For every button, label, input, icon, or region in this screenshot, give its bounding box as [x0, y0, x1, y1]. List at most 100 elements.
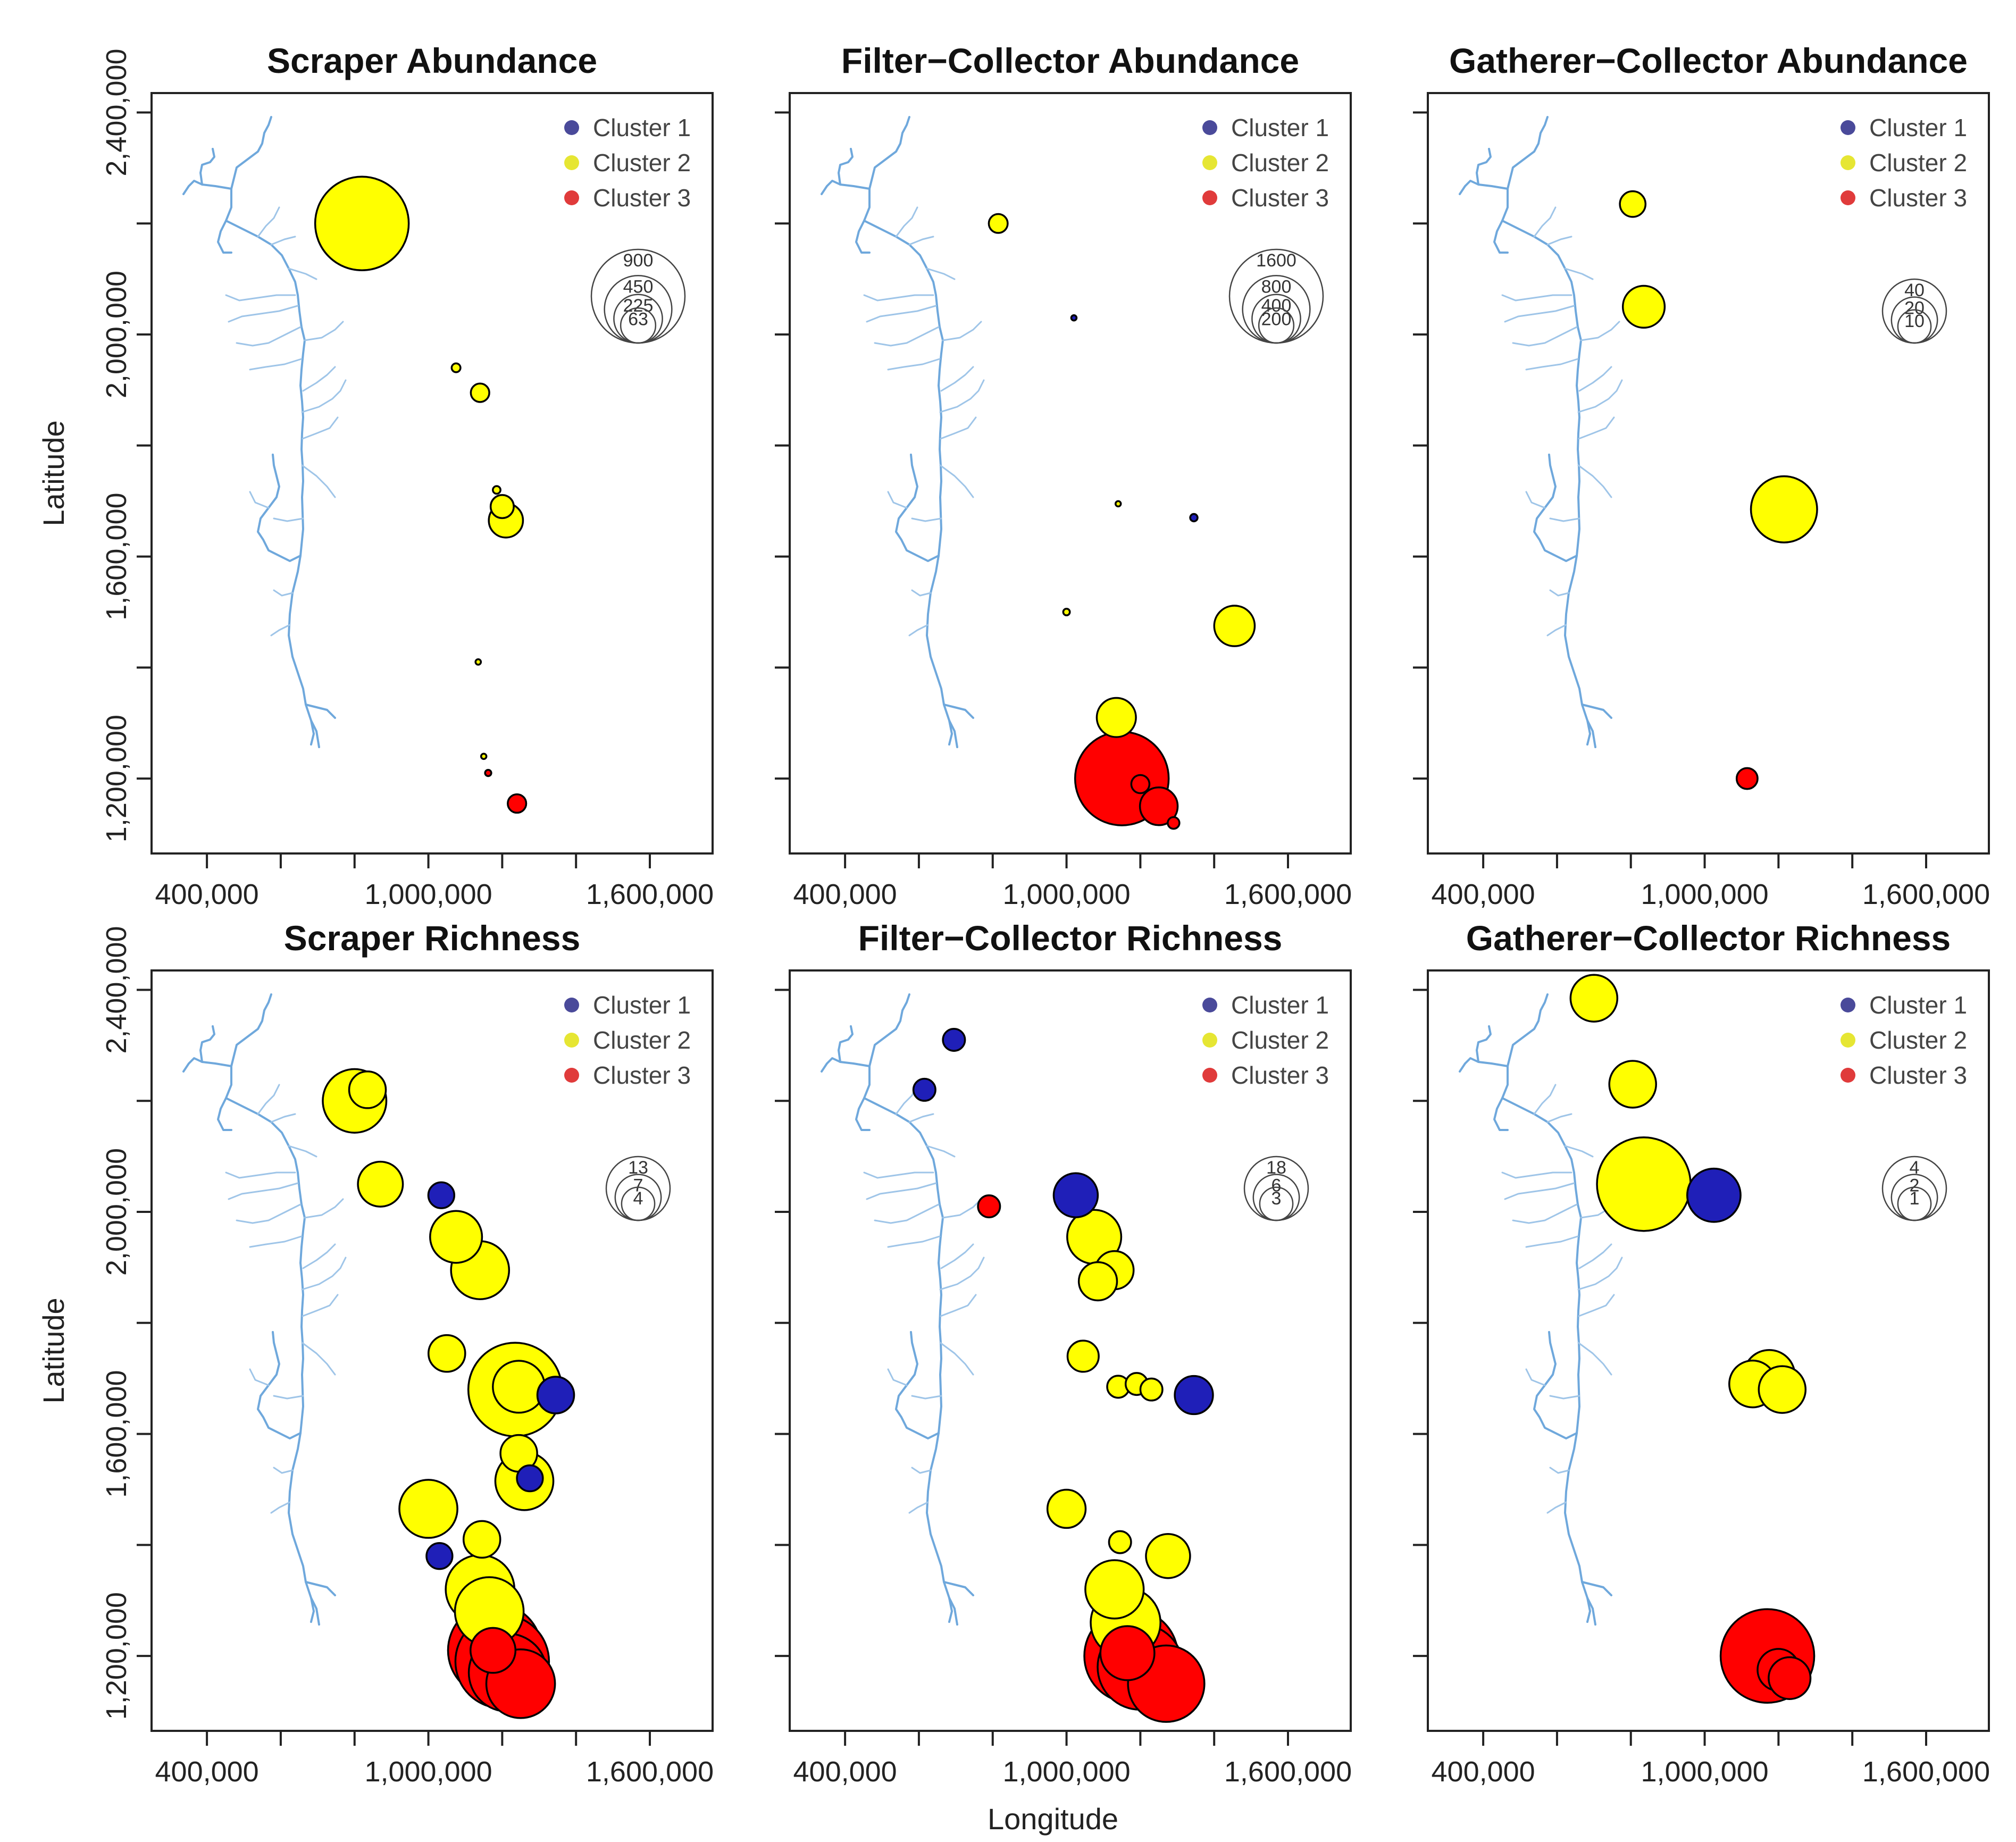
legend-marker-cluster-3: [564, 1068, 579, 1083]
data-point-cluster-2: [1108, 1530, 1132, 1554]
data-point-cluster-3: [1130, 774, 1151, 794]
data-point-cluster-2: [1619, 190, 1647, 218]
panel-1: Scraper Abundance 400,000 1,000,000 1,600,0…: [37, 41, 714, 910]
data-point-cluster-2: [1213, 605, 1256, 647]
data-point-cluster-1: [427, 1181, 456, 1209]
x-tick-label: 1,000,000: [364, 878, 492, 910]
panel-title: Scraper Abundance: [267, 41, 597, 80]
size-legend-label: 800: [1261, 277, 1292, 297]
x-tick-label: 1,600,000: [1862, 878, 1990, 910]
y-tick-label: 2,000,000: [101, 1148, 132, 1276]
river-network: [821, 116, 985, 748]
data-point-cluster-2: [1145, 1533, 1191, 1579]
plot-frame: [1427, 92, 1990, 855]
data-point-cluster-2: [1114, 500, 1122, 508]
x-tick-label: 400,000: [1432, 1756, 1535, 1788]
data-point-cluster-3: [1735, 767, 1759, 790]
legend-label-cluster-1: Cluster 1: [1231, 114, 1329, 141]
size-legend-label: 4: [633, 1188, 643, 1209]
legend-label-cluster-1: Cluster 1: [593, 114, 691, 141]
x-tick-label: 1,600,000: [1224, 1756, 1352, 1788]
x-axis-label: Longitude: [988, 1802, 1118, 1836]
data-point-cluster-1: [1686, 1167, 1742, 1223]
x-tick-label: 400,000: [155, 1756, 259, 1788]
data-point-cluster-2: [314, 175, 410, 272]
size-legend-ring: [1259, 1186, 1294, 1221]
data-point-cluster-3: [1167, 816, 1181, 830]
y-tick-label: 2,000,000: [101, 271, 132, 398]
data-point-cluster-2: [480, 752, 488, 760]
legend: Cluster 1 Cluster 2 Cluster 3: [1841, 991, 1967, 1089]
data-point-cluster-2: [489, 494, 515, 520]
size-legend-label: 20: [1904, 298, 1925, 319]
size-legend-ring: [1258, 307, 1295, 344]
legend-marker-cluster-2: [1841, 1033, 1855, 1048]
legend-label-cluster-1: Cluster 1: [1869, 114, 1967, 141]
size-legend-label: 2: [1910, 1176, 1920, 1196]
legend-marker-cluster-2: [564, 155, 579, 170]
legend-marker-cluster-2: [1202, 155, 1217, 170]
data-point-cluster-1: [536, 1376, 575, 1414]
size-legend-label: 3: [1271, 1188, 1282, 1209]
legend-label-cluster-2: Cluster 2: [593, 149, 691, 177]
size-legend-label: 1600: [1256, 250, 1296, 271]
panel-title: Filter−Collector Abundance: [841, 41, 1299, 80]
x-tick-label: 1,000,000: [1641, 1756, 1768, 1788]
y-tick-label: 1,200,000: [101, 1592, 132, 1720]
y-tick-label: 2,400,000: [101, 926, 132, 1053]
data-point-cluster-2: [1066, 1339, 1100, 1373]
data-point-cluster-2: [1569, 974, 1619, 1023]
legend-label-cluster-3: Cluster 3: [1869, 184, 1967, 212]
size-legend-label: 10: [1904, 311, 1925, 331]
x-tick-label: 400,000: [155, 878, 259, 910]
data-point-cluster-3: [469, 1627, 517, 1674]
x-tick-label: 400,000: [1432, 878, 1535, 910]
y-axis-label: Latitude: [37, 1297, 70, 1403]
data-point-cluster-2: [1750, 475, 1818, 543]
river-network: [182, 993, 347, 1626]
legend-label-cluster-2: Cluster 2: [1231, 1026, 1329, 1054]
legend-label-cluster-2: Cluster 2: [1869, 149, 1967, 177]
legend-marker-cluster-1: [1841, 998, 1855, 1012]
size-legend-ring: [1897, 309, 1932, 344]
legend-label-cluster-3: Cluster 3: [1869, 1061, 1967, 1089]
data-point-cluster-2: [1596, 1136, 1692, 1232]
data-point-cluster-1: [516, 1464, 544, 1493]
legend-marker-cluster-3: [1841, 1068, 1855, 1083]
legend-marker-cluster-1: [564, 120, 579, 135]
plot-frame: [789, 969, 1352, 1732]
plot-frame: [150, 969, 714, 1732]
size-legend-label: 6: [1271, 1176, 1282, 1196]
river-network: [821, 993, 985, 1626]
legend-label-cluster-3: Cluster 3: [1231, 184, 1329, 212]
data-point-cluster-2: [492, 485, 501, 495]
size-legend-label: 225: [623, 296, 654, 316]
data-point-cluster-2: [1608, 1060, 1657, 1109]
data-point-cluster-2: [427, 1334, 466, 1373]
legend-marker-cluster-3: [1202, 190, 1217, 205]
legend-label-cluster-1: Cluster 1: [593, 991, 691, 1019]
legend-marker-cluster-1: [1202, 998, 1217, 1012]
data-point-cluster-2: [462, 1520, 501, 1559]
x-tick-label: 1,600,000: [1224, 878, 1352, 910]
size-legend-ring: [621, 1186, 656, 1221]
panel-6: Gatherer−Collector Richness 400,000 1,000,…: [1413, 918, 1990, 1788]
y-axis-label: Latitude: [37, 420, 70, 526]
data-point-cluster-3: [1139, 786, 1179, 826]
legend-marker-cluster-1: [1202, 120, 1217, 135]
plot-frame: [150, 92, 714, 855]
x-tick-label: 1,000,000: [1002, 1756, 1130, 1788]
y-tick-label: 2,400,000: [101, 48, 132, 176]
legend-label-cluster-2: Cluster 2: [593, 1026, 691, 1054]
data-point-cluster-2: [398, 1479, 458, 1539]
legend-marker-cluster-1: [1841, 120, 1855, 135]
data-point-cluster-2: [357, 1160, 404, 1208]
data-point-cluster-2: [1621, 284, 1666, 329]
size-legend-label: 450: [623, 277, 654, 297]
x-tick-label: 1,600,000: [1862, 1756, 1990, 1788]
panel-2: Filter−Collector Abundance 400,000 1,000,0…: [775, 41, 1352, 910]
